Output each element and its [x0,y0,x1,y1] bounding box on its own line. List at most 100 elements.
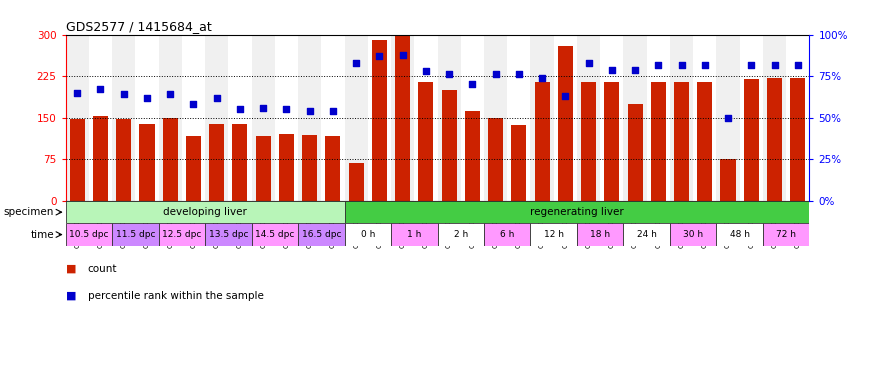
Point [256,105,270,111]
Bar [717,223,763,246]
Bar [744,79,759,201]
Point [94,86,108,93]
Bar [139,124,155,201]
Bar [372,40,387,201]
Bar [66,223,112,246]
Bar [345,35,368,201]
Bar [511,125,527,201]
Text: 18 h: 18 h [590,230,610,239]
Point [419,68,433,74]
Bar [112,35,136,201]
Bar [70,119,85,201]
Bar [674,82,690,201]
Bar [627,104,642,201]
Bar [557,46,573,201]
Bar [252,223,298,246]
Bar [647,35,670,201]
Text: 6 h: 6 h [500,230,514,239]
Point [745,61,759,68]
Text: 2 h: 2 h [453,230,468,239]
Text: developing liver: developing liver [163,207,247,217]
Point [233,106,247,113]
Bar [233,124,248,201]
Bar [693,35,717,201]
Bar [438,35,461,201]
Bar [651,82,666,201]
Text: percentile rank within the sample: percentile rank within the sample [88,291,263,301]
Bar [600,35,623,201]
Bar [158,35,182,201]
Point [605,66,619,73]
Point [697,61,711,68]
Point [721,115,735,121]
Text: 12.5 dpc: 12.5 dpc [162,230,201,239]
Point [488,71,502,78]
Text: 13.5 dpc: 13.5 dpc [208,230,248,239]
Point [675,61,689,68]
Bar [66,35,89,201]
Point [279,106,293,113]
Bar [442,90,457,201]
Point [303,108,317,114]
Bar [279,134,294,201]
Text: GDS2577 / 1415684_at: GDS2577 / 1415684_at [66,20,212,33]
Bar [530,223,577,246]
Bar [326,136,340,201]
Point [536,75,550,81]
Bar [348,163,364,201]
Bar [465,111,480,201]
Bar [739,35,763,201]
Bar [186,136,201,201]
Point [582,60,596,66]
Bar [530,35,554,201]
Point [628,66,642,73]
Bar [554,35,577,201]
Bar [255,136,270,201]
Bar [209,124,224,201]
Point [651,61,665,68]
Bar [623,223,670,246]
Bar [158,223,205,246]
Point [140,95,154,101]
Point [442,71,456,78]
Bar [321,35,345,201]
Bar [205,223,252,246]
Bar [275,35,298,201]
Text: specimen: specimen [4,207,54,217]
Bar [577,35,600,201]
Text: ■: ■ [66,264,76,274]
Bar [418,82,433,201]
Bar [717,35,739,201]
Bar [252,35,275,201]
Bar [535,82,550,201]
Text: 1 h: 1 h [407,230,422,239]
Text: count: count [88,264,117,274]
Point [326,108,340,114]
Bar [228,35,252,201]
Bar [116,119,131,201]
Bar [484,35,508,201]
Text: ■: ■ [66,291,76,301]
Text: 48 h: 48 h [730,230,750,239]
Point [70,90,84,96]
Text: 30 h: 30 h [683,230,704,239]
Bar [391,223,438,246]
Bar [623,35,647,201]
Text: 11.5 dpc: 11.5 dpc [116,230,155,239]
Text: 24 h: 24 h [637,230,656,239]
Text: 10.5 dpc: 10.5 dpc [69,230,108,239]
Bar [298,223,345,246]
Point [373,53,387,59]
Text: 0 h: 0 h [360,230,375,239]
Bar [763,223,809,246]
Text: regenerating liver: regenerating liver [530,207,624,217]
Text: 72 h: 72 h [776,230,796,239]
Point [116,91,130,98]
Bar [136,35,158,201]
Bar [790,78,805,201]
Point [466,81,480,88]
Point [396,51,410,58]
Bar [302,135,318,201]
Bar [345,223,391,246]
Text: 14.5 dpc: 14.5 dpc [255,230,295,239]
